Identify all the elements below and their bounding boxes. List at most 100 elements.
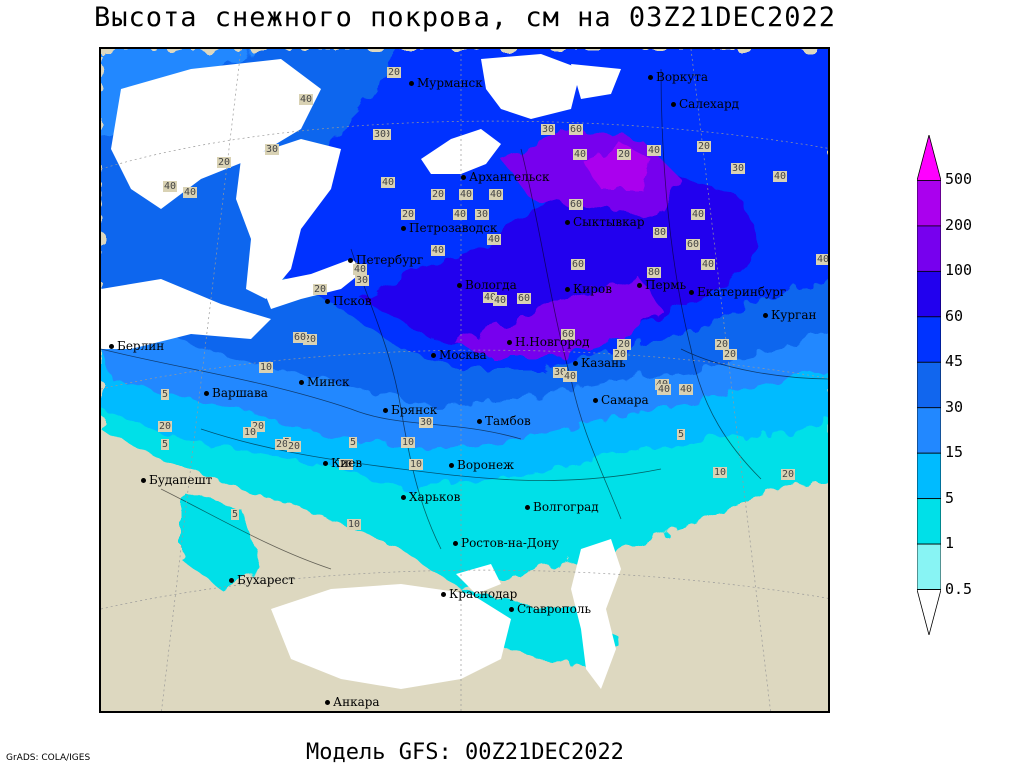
- contour-value-label: 30: [419, 417, 434, 428]
- contour-value-label: 30: [553, 367, 568, 378]
- city-marker-icon: [109, 344, 114, 349]
- city-label: Минск: [299, 376, 350, 388]
- city-marker-icon: [348, 258, 353, 263]
- city-label: Вологда: [457, 279, 517, 291]
- contour-value-label: 20: [613, 349, 628, 360]
- city-label: Курган: [763, 309, 816, 321]
- city-name: Киров: [573, 282, 612, 296]
- contour-value-label: 20: [617, 149, 632, 160]
- city-marker-icon: [507, 340, 512, 345]
- city-marker-icon: [441, 592, 446, 597]
- contour-value-label: 40: [657, 384, 672, 395]
- city-name: Брянск: [391, 403, 438, 417]
- city-marker-icon: [323, 461, 328, 466]
- city-marker-icon: [637, 283, 642, 288]
- city-label: Воркута: [648, 71, 708, 83]
- city-marker-icon: [204, 391, 209, 396]
- city-label: Мурманск: [409, 77, 483, 89]
- city-marker-icon: [509, 607, 514, 612]
- city-marker-icon: [565, 220, 570, 225]
- city-name: Екатеринбург: [697, 285, 787, 299]
- contour-value-label: 20: [339, 459, 354, 470]
- city-marker-icon: [525, 505, 530, 510]
- city-label: Берлин: [109, 340, 164, 352]
- legend-value: 200: [945, 215, 973, 234]
- city-name: Ростов-на-Дону: [461, 536, 559, 550]
- city-name: Салехард: [679, 97, 740, 111]
- city-name: Минск: [307, 375, 350, 389]
- contour-value-label: 20: [617, 339, 632, 350]
- city-marker-icon: [431, 353, 436, 358]
- city-name: Сыктывкар: [573, 215, 645, 229]
- city-label: Екатеринбург: [689, 286, 786, 298]
- city-name: Петрозаводск: [409, 221, 498, 235]
- legend-swatch: [917, 498, 941, 545]
- contour-value-label: 40: [691, 209, 706, 220]
- city-marker-icon: [671, 102, 676, 107]
- city-marker-icon: [565, 287, 570, 292]
- contour-value-label: 60: [561, 329, 576, 340]
- city-name: Киев: [331, 456, 363, 470]
- city-label: Волгоград: [525, 501, 599, 513]
- contour-value-label: 80: [653, 227, 668, 238]
- legend-swatch: [917, 180, 941, 227]
- city-name: Ставрополь: [517, 602, 592, 616]
- contour-value-label: 20: [431, 189, 446, 200]
- contour-value-label: 20: [387, 67, 402, 78]
- contour-value-label: 5: [349, 437, 358, 448]
- contour-value-label: 60: [569, 124, 584, 135]
- legend-value: 30: [945, 397, 964, 416]
- contour-value-label: 40: [573, 149, 588, 160]
- city-marker-icon: [383, 408, 388, 413]
- contour-value-label: 5: [677, 429, 686, 440]
- contour-value-label: 10: [243, 427, 258, 438]
- contour-value-label: 20: [723, 349, 738, 360]
- contour-value-label: 20: [313, 284, 328, 295]
- model-caption: Модель GFS: 00Z21DEC2022: [306, 740, 624, 765]
- city-marker-icon: [689, 290, 694, 295]
- contour-value-label: 20: [401, 209, 416, 220]
- city-name: Тамбов: [485, 414, 531, 428]
- contour-value-label: 40: [163, 181, 178, 192]
- city-label: Краснодар: [441, 588, 517, 600]
- contour-value-label: 30: [373, 129, 388, 140]
- legend-value: 100: [945, 261, 973, 280]
- city-marker-icon: [325, 700, 330, 705]
- city-label: Петрозаводск: [401, 222, 497, 234]
- city-label: Пермь: [637, 279, 686, 291]
- contour-value-label: 20: [217, 157, 232, 168]
- contour-value-label: 20: [251, 421, 266, 432]
- contour-value-label: 40: [679, 384, 694, 395]
- legend-swatch: [917, 589, 941, 635]
- city-label: Псков: [325, 295, 372, 307]
- city-label: Варшава: [204, 387, 268, 399]
- city-name: Волгоград: [533, 500, 599, 514]
- legend-color-bar: [917, 135, 941, 635]
- contour-value-label: 10: [409, 459, 424, 470]
- contour-value-label: 40: [816, 254, 830, 265]
- contour-value-label: 20: [303, 334, 318, 345]
- contour-value-label: 60: [569, 199, 584, 210]
- city-marker-icon: [763, 313, 768, 318]
- city-name: Пермь: [645, 278, 687, 292]
- legend-swatch: [917, 270, 941, 318]
- city-label: Петербург: [348, 254, 423, 266]
- city-label: Самара: [593, 394, 649, 406]
- legend-swatch: [917, 452, 941, 500]
- snow-depth-map: 2040302040408040302040403060204020304040…: [99, 47, 830, 713]
- city-marker-icon: [453, 541, 458, 546]
- city-name: Вологда: [465, 278, 517, 292]
- contour-value-label: 40: [493, 295, 508, 306]
- contour-value-label: 20: [697, 141, 712, 152]
- contour-value-label: 40: [459, 189, 474, 200]
- city-marker-icon: [573, 361, 578, 366]
- contour-value-label: 40: [483, 292, 498, 303]
- contour-value-label: 30: [355, 275, 370, 286]
- city-marker-icon: [648, 75, 653, 80]
- city-name: Курган: [771, 308, 817, 322]
- contour-value-label: 40: [563, 371, 578, 382]
- contour-value-label: 20: [781, 469, 796, 480]
- legend-value: 5: [945, 488, 955, 507]
- city-name: Воронеж: [457, 458, 515, 472]
- legend-swatch: [917, 225, 941, 272]
